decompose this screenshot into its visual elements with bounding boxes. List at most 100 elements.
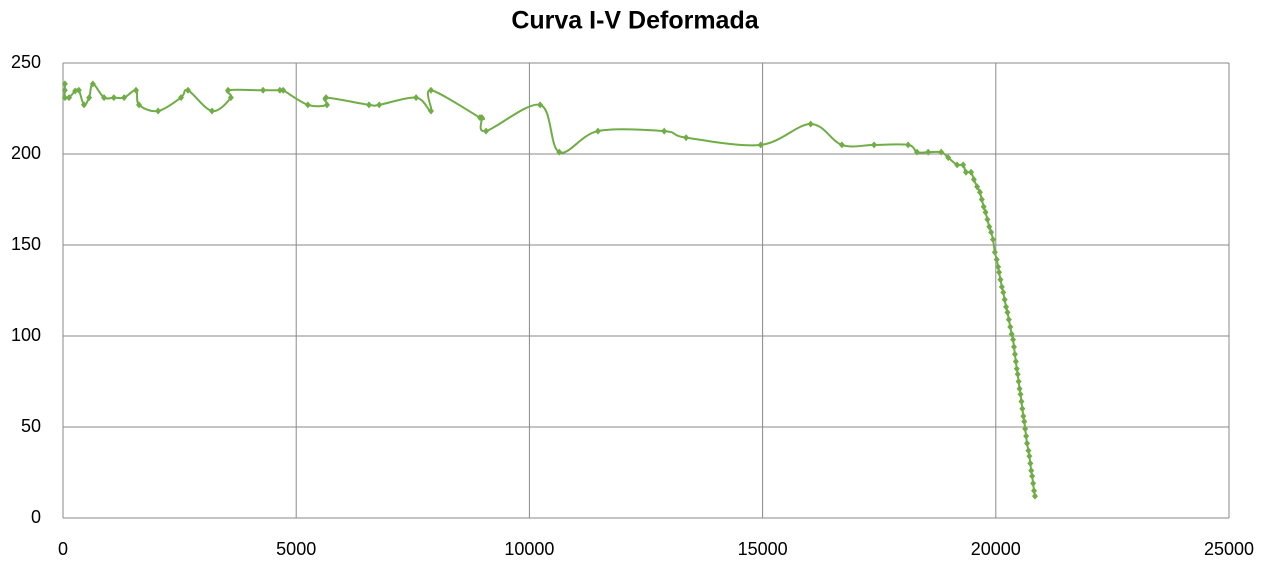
point	[1031, 487, 1038, 495]
point	[1030, 479, 1037, 487]
point	[962, 168, 969, 176]
point	[304, 101, 311, 109]
point	[121, 94, 128, 102]
point	[323, 101, 330, 109]
point	[483, 127, 490, 135]
point	[184, 86, 191, 94]
point	[905, 141, 912, 149]
point	[75, 86, 82, 94]
point	[227, 94, 234, 102]
point	[61, 86, 68, 94]
point	[1014, 370, 1021, 378]
point	[72, 87, 79, 95]
point	[1024, 439, 1031, 447]
point	[66, 94, 73, 102]
point	[995, 263, 1002, 271]
point	[938, 148, 945, 156]
point	[177, 94, 184, 102]
point	[413, 94, 420, 102]
point	[1015, 378, 1022, 385]
point	[1019, 405, 1026, 413]
point	[978, 196, 985, 203]
x-tick-label: 5000	[276, 539, 316, 559]
point	[945, 154, 952, 162]
point	[1010, 336, 1017, 344]
point	[556, 148, 563, 156]
x-tick-label: 20000	[971, 539, 1021, 559]
point	[968, 168, 975, 176]
point	[993, 256, 1000, 264]
point	[974, 183, 981, 191]
point	[997, 276, 1004, 284]
point	[807, 120, 814, 128]
x-tick-label: 25000	[1204, 539, 1254, 559]
point	[1003, 303, 1010, 311]
point	[61, 80, 68, 88]
point	[209, 107, 216, 115]
point	[1010, 343, 1017, 351]
point	[982, 208, 989, 216]
point	[757, 141, 764, 149]
point	[323, 94, 330, 102]
point	[1000, 288, 1007, 296]
point	[976, 188, 983, 196]
point	[960, 161, 967, 169]
point	[1021, 418, 1028, 426]
x-tick-label: 0	[58, 539, 68, 559]
series-line	[63, 82, 1036, 497]
point	[990, 236, 997, 244]
point	[838, 141, 845, 149]
point	[998, 283, 1005, 291]
point	[86, 94, 93, 102]
point	[1001, 296, 1008, 304]
point	[1031, 492, 1038, 500]
point	[1020, 412, 1027, 420]
point	[280, 86, 287, 94]
point	[996, 268, 1003, 276]
point	[427, 107, 434, 115]
chart-title: Curva I-V Deformada	[511, 7, 759, 35]
point	[61, 94, 68, 102]
point	[984, 216, 991, 224]
point	[970, 175, 977, 183]
y-tick-label: 150	[11, 234, 41, 254]
point	[988, 228, 995, 236]
point	[478, 114, 485, 122]
point	[1013, 365, 1020, 373]
point	[80, 101, 87, 109]
y-tick-label: 200	[11, 143, 41, 163]
point	[1017, 390, 1024, 398]
point	[1008, 330, 1015, 338]
point	[101, 94, 108, 102]
point	[427, 86, 434, 94]
point	[537, 101, 544, 109]
point	[155, 107, 162, 115]
y-tick-label: 250	[11, 52, 41, 72]
point	[1007, 323, 1014, 331]
point	[365, 101, 372, 109]
point	[1028, 467, 1035, 475]
point	[260, 86, 267, 94]
point	[683, 134, 690, 142]
point	[110, 94, 117, 102]
point	[376, 101, 383, 109]
x-tick-label: 15000	[738, 539, 788, 559]
point	[276, 86, 283, 94]
point	[1022, 425, 1029, 433]
y-tick-label: 0	[31, 507, 41, 527]
point	[913, 148, 920, 156]
x-tick-label: 10000	[504, 539, 554, 559]
y-tick-label: 50	[21, 416, 41, 436]
point	[661, 127, 668, 135]
point	[980, 203, 987, 211]
point	[132, 86, 139, 94]
point	[1016, 385, 1023, 393]
point	[1012, 357, 1019, 365]
point	[1026, 452, 1033, 460]
point	[986, 223, 993, 231]
point	[1011, 350, 1018, 358]
point	[954, 161, 961, 169]
point	[89, 80, 96, 88]
point	[871, 141, 878, 149]
